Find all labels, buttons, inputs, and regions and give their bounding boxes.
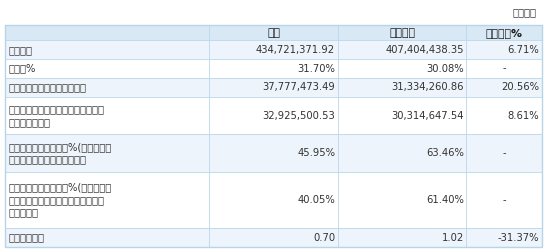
Text: 30.08%: 30.08% (426, 64, 464, 74)
Text: 加权平均净资产收益率%(依据归属于
挂牌公司股东的净利润计算）: 加权平均净资产收益率%(依据归属于 挂牌公司股东的净利润计算） (8, 142, 112, 164)
Text: 407,404,438.35: 407,404,438.35 (385, 45, 464, 55)
Text: -: - (502, 64, 506, 74)
Text: 本期: 本期 (267, 28, 280, 38)
Text: -: - (502, 148, 506, 158)
Text: 1.02: 1.02 (441, 233, 464, 243)
Text: 31.70%: 31.70% (297, 64, 335, 74)
Text: 增减比例%: 增减比例% (486, 28, 522, 38)
Text: 45.95%: 45.95% (297, 148, 335, 158)
Text: 营业收入: 营业收入 (8, 45, 32, 55)
Text: 37,777,473.49: 37,777,473.49 (263, 82, 335, 92)
Text: 30,314,647.54: 30,314,647.54 (391, 111, 464, 120)
Text: 归属于挂牌公司股东的扣除非经常性
损益后的净利润: 归属于挂牌公司股东的扣除非经常性 损益后的净利润 (8, 104, 104, 127)
Text: 63.46%: 63.46% (426, 148, 464, 158)
Text: 加权平均净资产收益率%(归属于挂牌
公司股东的扣除非经常性损益后的净
利润计算）: 加权平均净资产收益率%(归属于挂牌 公司股东的扣除非经常性损益后的净 利润计算） (8, 183, 112, 217)
Text: 归属于挂牌公司股东的净利润: 归属于挂牌公司股东的净利润 (8, 82, 86, 92)
Text: 0.70: 0.70 (313, 233, 335, 243)
Text: 6.71%: 6.71% (507, 45, 539, 55)
Text: 31,334,260.86: 31,334,260.86 (391, 82, 464, 92)
Text: 毛利率%: 毛利率% (8, 64, 36, 74)
Text: 单位：元: 单位：元 (512, 8, 536, 18)
Text: 40.05%: 40.05% (298, 195, 335, 205)
Text: -31.37%: -31.37% (497, 233, 539, 243)
Text: 基本每股收益: 基本每股收益 (8, 233, 44, 243)
Text: 8.61%: 8.61% (507, 111, 539, 120)
Text: 20.56%: 20.56% (501, 82, 539, 92)
Text: -: - (502, 195, 506, 205)
Text: 上年同期: 上年同期 (389, 28, 415, 38)
Text: 32,925,500.53: 32,925,500.53 (263, 111, 335, 120)
Text: 434,721,371.92: 434,721,371.92 (256, 45, 335, 55)
Text: 61.40%: 61.40% (426, 195, 464, 205)
